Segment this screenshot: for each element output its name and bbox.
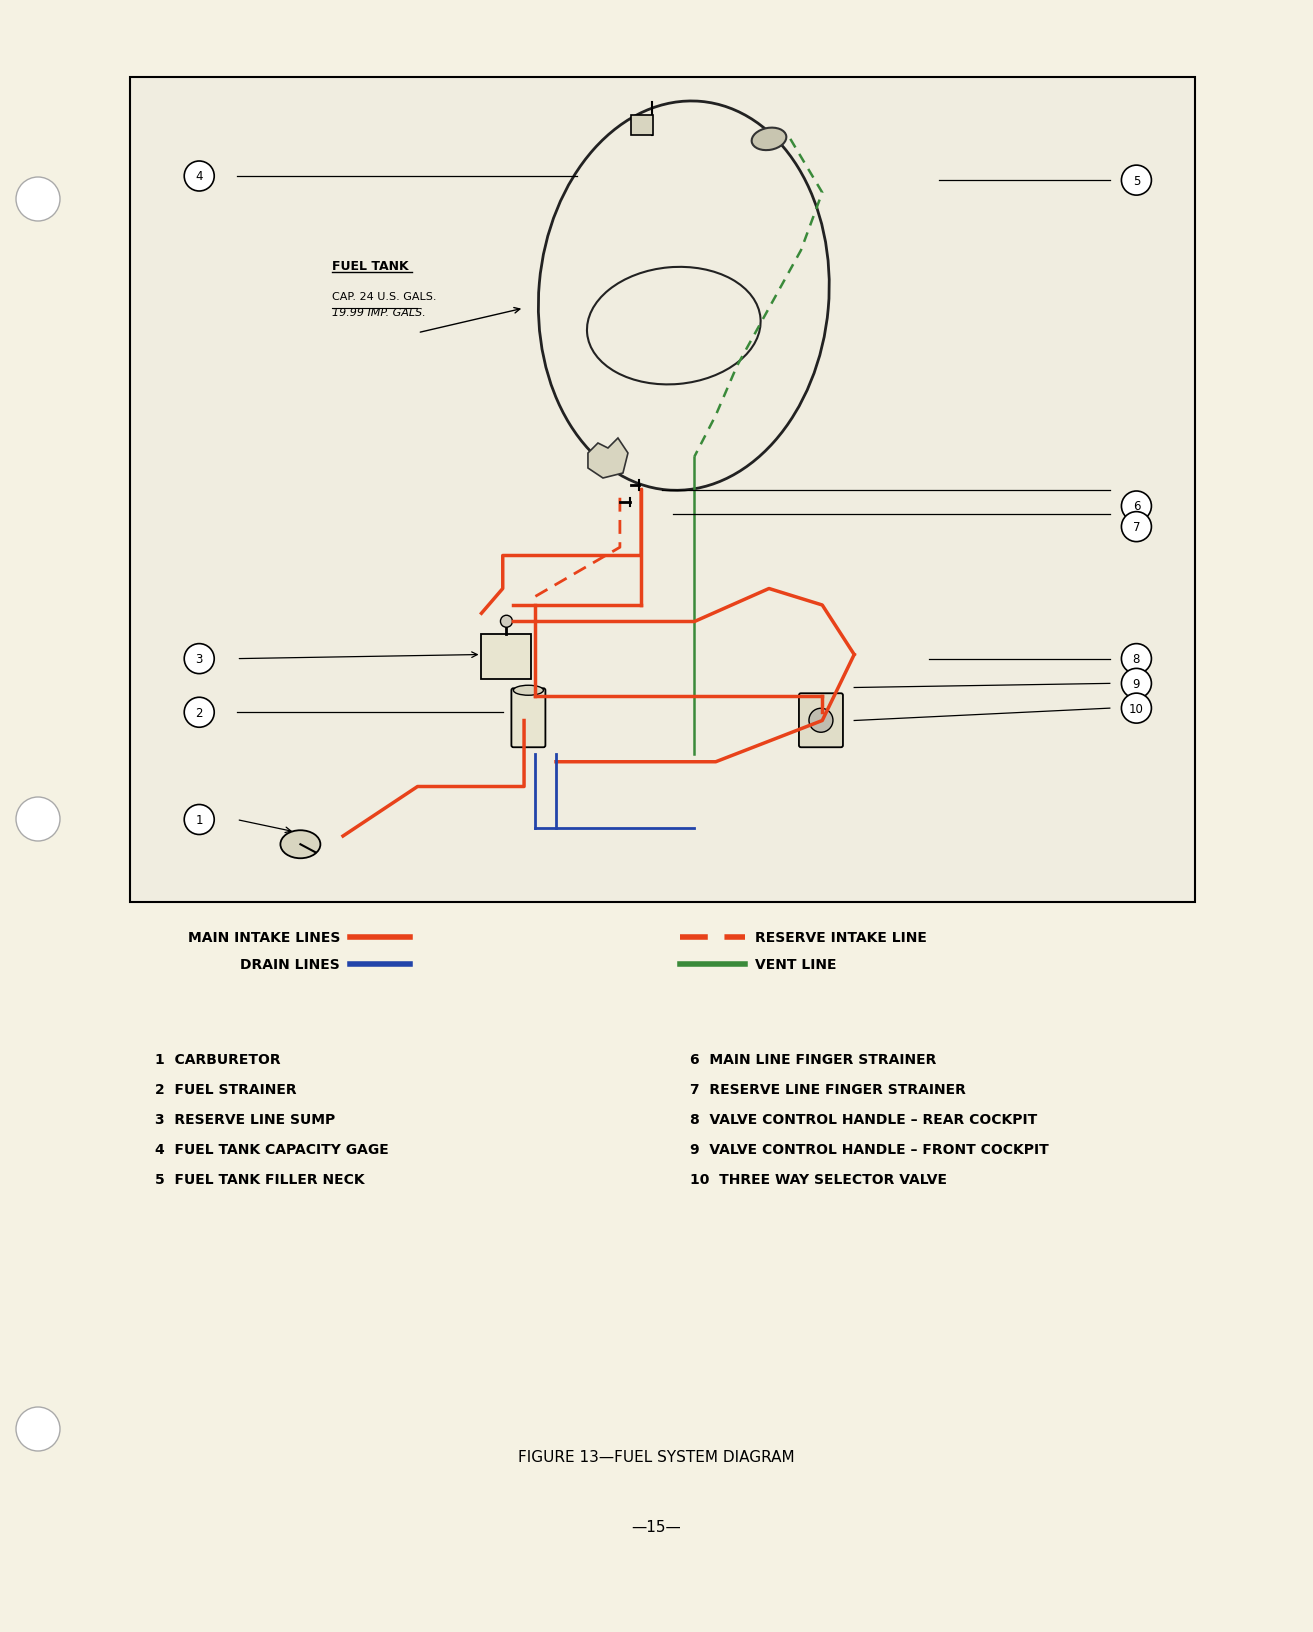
Circle shape: [184, 698, 214, 728]
Text: MAIN INTAKE LINES: MAIN INTAKE LINES: [188, 930, 340, 945]
Text: 8: 8: [1133, 653, 1140, 666]
Text: —15—: —15—: [632, 1519, 681, 1534]
Circle shape: [184, 645, 214, 674]
Text: CAP. 24 U.S. GALS.: CAP. 24 U.S. GALS.: [332, 292, 437, 302]
Text: 2: 2: [196, 707, 204, 720]
Circle shape: [16, 178, 60, 222]
Text: 8  VALVE CONTROL HANDLE – REAR COCKPIT: 8 VALVE CONTROL HANDLE – REAR COCKPIT: [691, 1113, 1037, 1126]
Polygon shape: [588, 439, 628, 478]
Circle shape: [1121, 645, 1152, 674]
FancyBboxPatch shape: [130, 78, 1195, 902]
Circle shape: [1121, 166, 1152, 196]
Ellipse shape: [751, 129, 786, 152]
Text: 6: 6: [1133, 499, 1140, 512]
Text: 19.99 IMP. GALS.: 19.99 IMP. GALS.: [332, 308, 427, 318]
Text: RESERVE INTAKE LINE: RESERVE INTAKE LINE: [755, 930, 927, 945]
Text: 3  RESERVE LINE SUMP: 3 RESERVE LINE SUMP: [155, 1113, 335, 1126]
Text: 10: 10: [1129, 702, 1144, 715]
FancyBboxPatch shape: [511, 689, 545, 747]
Text: FUEL TANK: FUEL TANK: [332, 259, 408, 273]
Text: 5  FUEL TANK FILLER NECK: 5 FUEL TANK FILLER NECK: [155, 1172, 365, 1186]
Text: 4  FUEL TANK CAPACITY GAGE: 4 FUEL TANK CAPACITY GAGE: [155, 1142, 389, 1157]
Text: 3: 3: [196, 653, 204, 666]
Circle shape: [1121, 694, 1152, 723]
Text: 1  CARBURETOR: 1 CARBURETOR: [155, 1053, 281, 1066]
Text: DRAIN LINES: DRAIN LINES: [240, 958, 340, 971]
Text: 6  MAIN LINE FINGER STRAINER: 6 MAIN LINE FINGER STRAINER: [691, 1053, 936, 1066]
Text: 2  FUEL STRAINER: 2 FUEL STRAINER: [155, 1082, 297, 1097]
Text: 5: 5: [1133, 175, 1140, 188]
Text: 7  RESERVE LINE FINGER STRAINER: 7 RESERVE LINE FINGER STRAINER: [691, 1082, 966, 1097]
Text: 9  VALVE CONTROL HANDLE – FRONT COCKPIT: 9 VALVE CONTROL HANDLE – FRONT COCKPIT: [691, 1142, 1049, 1157]
Text: 10  THREE WAY SELECTOR VALVE: 10 THREE WAY SELECTOR VALVE: [691, 1172, 947, 1186]
FancyBboxPatch shape: [798, 694, 843, 747]
Circle shape: [16, 798, 60, 842]
Circle shape: [809, 708, 832, 733]
Ellipse shape: [538, 101, 830, 491]
Circle shape: [184, 805, 214, 836]
Text: VENT LINE: VENT LINE: [755, 958, 836, 971]
Ellipse shape: [513, 685, 544, 695]
Text: FIGURE 13—FUEL SYSTEM DIAGRAM: FIGURE 13—FUEL SYSTEM DIAGRAM: [517, 1449, 794, 1464]
Ellipse shape: [281, 831, 320, 858]
Circle shape: [16, 1407, 60, 1451]
FancyBboxPatch shape: [482, 635, 532, 681]
Circle shape: [1121, 512, 1152, 542]
Text: 1: 1: [196, 813, 204, 826]
Text: 9: 9: [1133, 677, 1140, 690]
Circle shape: [500, 615, 512, 628]
Text: 4: 4: [196, 170, 204, 183]
Text: 7: 7: [1133, 521, 1140, 534]
Circle shape: [1121, 491, 1152, 522]
Circle shape: [184, 162, 214, 193]
Circle shape: [1121, 669, 1152, 698]
FancyBboxPatch shape: [630, 116, 653, 135]
